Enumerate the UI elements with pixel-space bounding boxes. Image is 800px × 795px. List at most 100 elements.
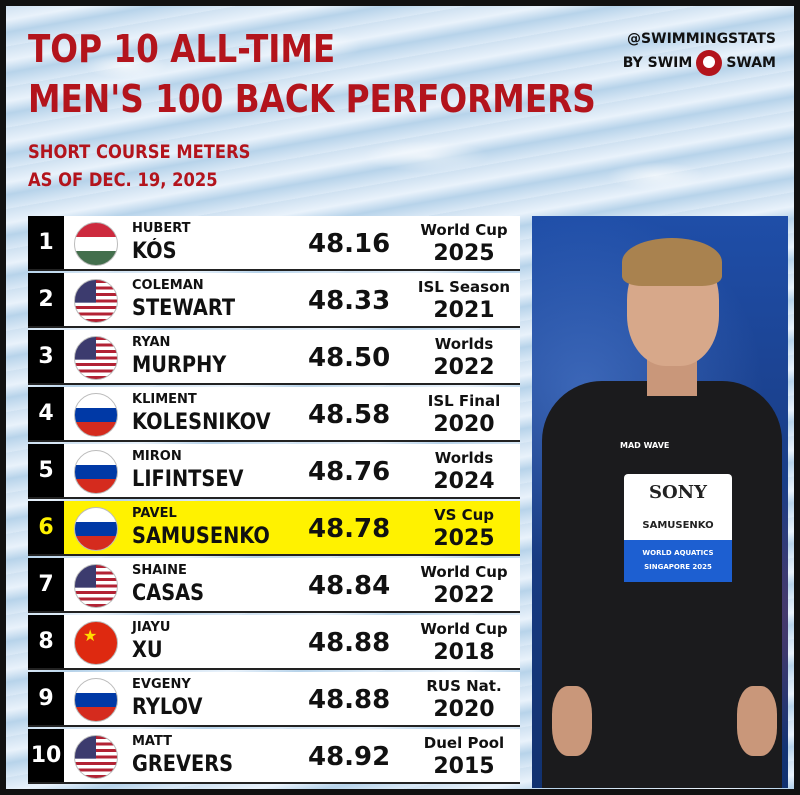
athlete-last-name: STEWART	[132, 296, 236, 321]
athlete-hair	[622, 238, 722, 286]
table-row: 1 HUBERT KÓS 48.16 World Cup 2025	[28, 216, 520, 271]
brand-by: BY SWIM	[622, 55, 693, 71]
swimswam-logo-icon	[696, 50, 723, 76]
rank-number: 10	[28, 729, 64, 782]
athlete-last-name: CASAS	[132, 581, 205, 606]
meet-year: 2020	[433, 412, 495, 437]
sponsor-badge: SONY SAMUSENKO WORLD AQUATICS SINGAPORE …	[624, 474, 732, 582]
badge-athlete-name: SAMUSENKO	[642, 520, 714, 531]
subtitle-line-2: AS OF DEC. 19, 2025	[28, 169, 218, 191]
meet-name: Worlds	[434, 335, 494, 353]
meet-year: 2025	[433, 526, 495, 551]
athlete-last-name: MURPHY	[132, 353, 227, 378]
meet-year: 2024	[433, 469, 495, 494]
russia-flag-icon	[74, 450, 118, 494]
usa-flag-icon	[74, 564, 118, 608]
table-row: 6 PAVEL SAMUSENKO 48.78 VS Cup 2025	[28, 501, 520, 556]
meet-name: VS Cup	[433, 506, 495, 524]
brand-block: @SWIMMINGSTATS BY SWIM SWAM	[623, 28, 776, 76]
hungary-flag-icon	[74, 222, 118, 266]
china-flag-icon	[74, 621, 118, 665]
rank-number: 4	[28, 387, 64, 440]
rank-number: 8	[28, 615, 64, 668]
athlete-last-name: KÓS	[132, 239, 177, 264]
rank-number: 9	[28, 672, 64, 725]
meet-year: 2015	[433, 754, 495, 779]
rank-number: 6	[28, 501, 64, 554]
rank-number: 1	[28, 216, 64, 269]
meet-name: ISL Final	[427, 392, 501, 410]
rankings-table: 1 HUBERT KÓS 48.16 World Cup 2025 2 COLEMAN STEW…	[28, 216, 520, 786]
table-row: 7 SHAINE CASAS 48.84 World Cup 2022	[28, 558, 520, 613]
meet-name: World Cup	[420, 620, 508, 638]
badge-event: WORLD AQUATICS SINGAPORE 2025	[624, 540, 732, 582]
title-line-1: TOP 10 ALL-TIME	[28, 27, 336, 71]
athlete-first-name: PAVEL	[132, 506, 177, 521]
usa-flag-icon	[74, 735, 118, 779]
swim-time: 48.50	[308, 343, 391, 373]
swim-time: 48.92	[308, 742, 391, 772]
swim-time: 48.33	[308, 286, 391, 316]
athlete-first-name: KLIMENT	[132, 392, 197, 407]
swim-time: 48.76	[308, 457, 391, 487]
meet-year: 2021	[433, 298, 495, 323]
table-row: 5 MIRON LIFINTSEV 48.76 Worlds 2024	[28, 444, 520, 499]
athlete-first-name: RYAN	[132, 335, 171, 350]
usa-flag-icon	[74, 336, 118, 380]
meet-year: 2020	[433, 697, 495, 722]
rank-number: 3	[28, 330, 64, 383]
subtitle-line-1: SHORT COURSE METERS	[28, 141, 251, 163]
sponsor-name: SONY	[649, 482, 707, 503]
swim-time: 48.88	[308, 628, 391, 658]
athlete-last-name: LIFINTSEV	[132, 467, 244, 492]
athlete-left-hand	[552, 686, 592, 756]
russia-flag-icon	[74, 507, 118, 551]
subtitle: SHORT COURSE METERS AS OF DEC. 19, 2025	[28, 138, 250, 194]
meet-name: ISL Season	[417, 278, 511, 296]
athlete-last-name: XU	[132, 638, 163, 663]
athlete-right-hand	[737, 686, 777, 756]
athlete-first-name: MIRON	[132, 449, 182, 464]
athlete-first-name: SHAINE	[132, 563, 187, 578]
swim-time: 48.88	[308, 685, 391, 715]
rank-number: 2	[28, 273, 64, 326]
table-row: 8 JIAYU XU 48.88 World Cup 2018	[28, 615, 520, 670]
meet-name: Worlds	[434, 449, 494, 467]
athlete-last-name: RYLOV	[132, 695, 203, 720]
badge-org: WORLD AQUATICS	[642, 549, 714, 557]
page-title: TOP 10 ALL-TIME MEN'S 100 BACK PERFORMER…	[28, 24, 596, 124]
meet-year: 2018	[433, 640, 495, 665]
swim-time: 48.16	[308, 229, 391, 259]
meet-name: World Cup	[420, 221, 508, 239]
swim-time: 48.84	[308, 571, 391, 601]
swim-time: 48.78	[308, 514, 391, 544]
athlete-last-name: GREVERS	[132, 752, 234, 777]
meet-name: RUS Nat.	[426, 677, 502, 695]
table-row: 2 COLEMAN STEWART 48.33 ISL Season 2021	[28, 273, 520, 328]
meet-year: 2022	[433, 583, 495, 608]
table-row: 4 KLIMENT KOLESNIKOV 48.58 ISL Final 2020	[28, 387, 520, 442]
athlete-last-name: KOLESNIKOV	[132, 410, 271, 435]
athlete-photo: MAD WAVE SONY SAMUSENKO WORLD AQUATICS S…	[532, 216, 788, 788]
athlete-last-name: SAMUSENKO	[132, 524, 270, 549]
table-row: 3 RYAN MURPHY 48.50 Worlds 2022	[28, 330, 520, 385]
meet-year: 2025	[433, 241, 495, 266]
title-line-2: MEN'S 100 BACK PERFORMERS	[28, 77, 596, 121]
athlete-first-name: EVGENY	[132, 677, 191, 692]
russia-flag-icon	[74, 393, 118, 437]
athlete-first-name: MATT	[132, 734, 173, 749]
meet-year: 2022	[433, 355, 495, 380]
table-row: 10 MATT GREVERS 48.92 Duel Pool 2015	[28, 729, 520, 784]
athlete-first-name: COLEMAN	[132, 278, 204, 293]
swim-time: 48.58	[308, 400, 391, 430]
athlete-first-name: JIAYU	[132, 620, 171, 635]
badge-location: SINGAPORE 2025	[644, 563, 712, 571]
russia-flag-icon	[74, 678, 118, 722]
suit-brand: MAD WAVE	[620, 441, 670, 450]
meet-name: World Cup	[420, 563, 508, 581]
rank-number: 5	[28, 444, 64, 497]
brand-swam: SWAM	[726, 55, 776, 71]
brand-handle: @SWIMMINGSTATS	[627, 31, 776, 47]
table-row: 9 EVGENY RYLOV 48.88 RUS Nat. 2020	[28, 672, 520, 727]
